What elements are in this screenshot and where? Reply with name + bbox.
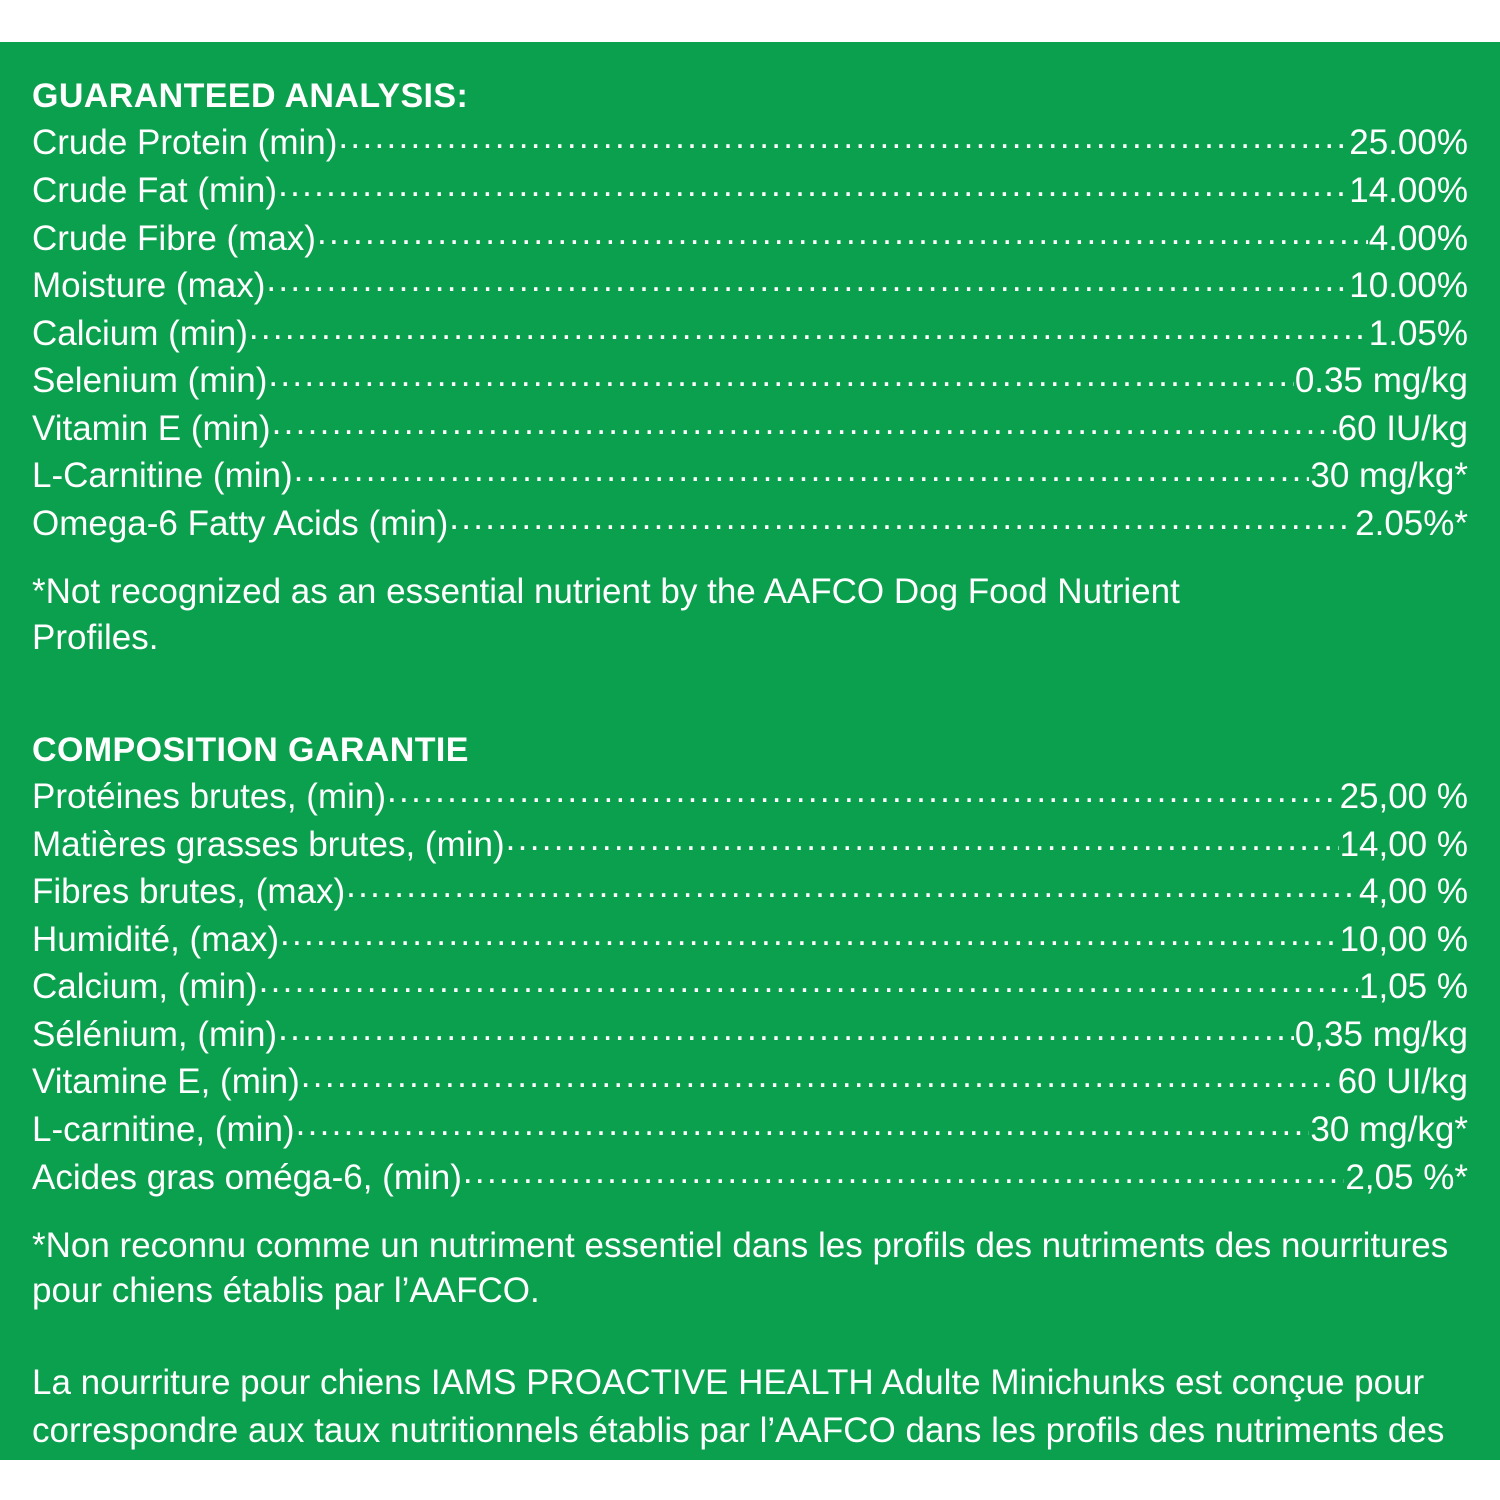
analysis-row: Selenium (min) 0.35 mg/kg <box>32 357 1468 405</box>
analysis-label: Crude Fat (min) <box>32 171 278 211</box>
analysis-row: L-carnitine, (min) 30 mg/kg* <box>32 1106 1468 1154</box>
analysis-label: Crude Protein (min) <box>32 123 338 163</box>
analysis-value: 0,35 mg/kg <box>1294 1014 1468 1054</box>
analysis-label: Calcium, (min) <box>32 967 258 1007</box>
leader-dots <box>278 1011 1294 1046</box>
english-footnote: *Not recognized as an essential nutrient… <box>32 572 1180 657</box>
analysis-value: 1.05% <box>1368 313 1468 353</box>
guaranteed-analysis-panel: GUARANTEED ANALYSIS: Crude Protein (min)… <box>0 42 1500 1497</box>
leader-dots <box>296 1106 1310 1141</box>
analysis-label: Calcium (min) <box>32 313 248 353</box>
analysis-row: Calcium, (min) 1,05 % <box>32 963 1468 1011</box>
analysis-row: Omega-6 Fatty Acids (min) 2.05%* <box>32 500 1468 548</box>
analysis-row: L-Carnitine (min) 30 mg/kg* <box>32 452 1468 500</box>
analysis-label: Selenium (min) <box>32 361 268 401</box>
analysis-label: Moisture (max) <box>32 266 266 306</box>
analysis-label: Crude Fibre (max) <box>32 218 316 258</box>
analysis-row: Humidité, (max) 10,00 % <box>32 916 1468 964</box>
leader-dots <box>506 821 1339 856</box>
analysis-label: Acides gras oméga-6, (min) <box>32 1157 462 1197</box>
guaranteed-analysis-heading: GUARANTEED ANALYSIS: <box>32 77 469 115</box>
analysis-row: Calcium (min) 1.05% <box>32 310 1468 358</box>
leader-dots <box>301 1058 1337 1093</box>
analysis-row: Vitamin E (min) 60 IU/kg <box>32 405 1468 453</box>
leader-dots <box>463 1154 1345 1189</box>
analysis-value: 30 mg/kg* <box>1310 1109 1468 1149</box>
section-spacer <box>32 660 1468 730</box>
analysis-value: 25.00% <box>1349 123 1468 163</box>
analysis-value: 4.00% <box>1368 218 1468 258</box>
analysis-row: Fibres brutes, (max) 4,00 % <box>32 868 1468 916</box>
analysis-row: Crude Protein (min) 25.00% <box>32 119 1468 167</box>
analysis-row: Acides gras oméga-6, (min) 2,05 %* <box>32 1154 1468 1202</box>
french-analysis-list: Protéines brutes, (min) 25,00 % Matières… <box>32 773 1468 1201</box>
leader-dots <box>317 215 1368 250</box>
leader-dots <box>268 357 1293 392</box>
analysis-value: 1,05 % <box>1359 967 1468 1007</box>
leader-dots <box>387 773 1339 808</box>
leader-dots <box>449 500 1354 535</box>
analysis-value: 4,00 % <box>1359 872 1468 912</box>
analysis-label: Omega-6 Fatty Acids (min) <box>32 503 449 543</box>
analysis-value: 14.00% <box>1349 171 1468 211</box>
leader-dots <box>278 167 1348 202</box>
analysis-label: Humidité, (max) <box>32 919 279 959</box>
paragraph-spacer <box>32 1313 1468 1359</box>
analysis-label: L-Carnitine (min) <box>32 456 293 496</box>
analysis-label: Fibres brutes, (max) <box>32 872 346 912</box>
leader-dots <box>346 868 1358 903</box>
analysis-value: 10,00 % <box>1339 919 1468 959</box>
analysis-label: Matières grasses brutes, (min) <box>32 824 505 864</box>
aafco-statement-paragraph: La nourriture pour chiens IAMS PROACTIVE… <box>32 1363 1445 1497</box>
analysis-row: Protéines brutes, (min) 25,00 % <box>32 773 1468 821</box>
analysis-label: Vitamine E, (min) <box>32 1062 300 1102</box>
french-footnote: *Non reconnu comme un nutriment essentie… <box>32 1226 1449 1311</box>
analysis-value: 2.05%* <box>1355 503 1468 543</box>
analysis-label: Vitamin E (min) <box>32 408 271 448</box>
analysis-value: 14,00 % <box>1339 824 1468 864</box>
leader-dots <box>338 119 1348 154</box>
analysis-row: Crude Fat (min) 14.00% <box>32 167 1468 215</box>
english-analysis-list: Crude Protein (min) 25.00% Crude Fat (mi… <box>32 119 1468 547</box>
analysis-value: 0.35 mg/kg <box>1294 361 1468 401</box>
analysis-label: Protéines brutes, (min) <box>32 777 387 817</box>
leader-dots <box>249 310 1368 345</box>
analysis-row: Vitamine E, (min) 60 UI/kg <box>32 1058 1468 1106</box>
analysis-value: 10.00% <box>1349 266 1468 306</box>
leader-dots <box>280 916 1339 951</box>
analysis-row: Matières grasses brutes, (min) 14,00 % <box>32 821 1468 869</box>
analysis-label: L-carnitine, (min) <box>32 1109 295 1149</box>
analysis-value: 2,05 %* <box>1345 1157 1468 1197</box>
analysis-value: 60 UI/kg <box>1337 1062 1468 1102</box>
analysis-label: Sélénium, (min) <box>32 1014 278 1054</box>
analysis-value: 30 mg/kg* <box>1310 456 1468 496</box>
leader-dots <box>259 963 1358 998</box>
analysis-row: Crude Fibre (max) 4.00% <box>32 215 1468 263</box>
leader-dots <box>272 405 1337 440</box>
analysis-row: Moisture (max) 10.00% <box>32 262 1468 310</box>
analysis-value: 25,00 % <box>1339 777 1468 817</box>
composition-garantie-heading: COMPOSITION GARANTIE <box>32 730 469 769</box>
analysis-value: 60 IU/kg <box>1337 408 1468 448</box>
analysis-row: Sélénium, (min) 0,35 mg/kg <box>32 1011 1468 1059</box>
leader-dots <box>294 452 1310 487</box>
leader-dots <box>266 262 1348 297</box>
